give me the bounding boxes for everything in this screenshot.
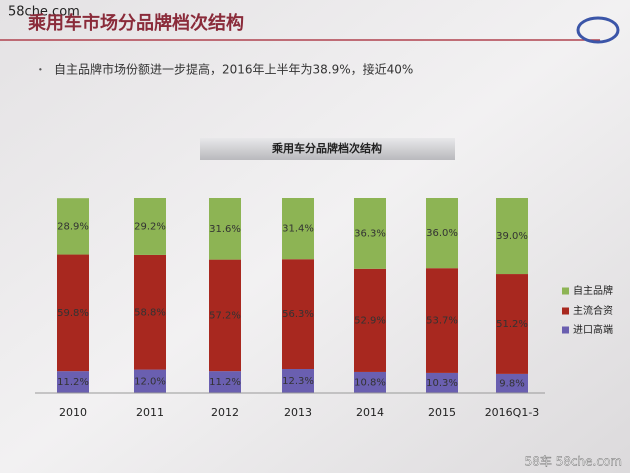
x-tick-label: 2013	[284, 406, 312, 419]
data-label: 11.2%	[209, 377, 241, 388]
legend-swatch	[562, 307, 569, 315]
bar-segment	[426, 372, 458, 393]
bar-segment	[209, 198, 241, 260]
data-label: 12.0%	[134, 376, 166, 387]
bar-segment	[209, 259, 241, 372]
x-tick-label: 2010	[59, 406, 87, 419]
x-tick-label: 2011	[136, 406, 164, 419]
data-label: 29.2%	[134, 221, 166, 232]
watermark: 58车 58che.com	[525, 454, 622, 469]
bar-segment	[282, 369, 314, 393]
data-label: 28.9%	[57, 221, 89, 232]
data-label: 36.3%	[354, 228, 386, 239]
bar-segment	[282, 198, 314, 260]
legend-swatch	[562, 326, 569, 334]
data-label: 11.2%	[57, 377, 89, 388]
legend-label: 自主品牌	[573, 284, 613, 297]
x-tick-label: 2014	[356, 406, 384, 419]
chart-title: 乘用车分品牌档次结构	[271, 141, 382, 155]
bar-segment	[496, 198, 528, 275]
bar-segment	[57, 254, 89, 372]
x-tick-label: 2016Q1-3	[485, 406, 540, 419]
data-label: 10.3%	[426, 378, 458, 389]
data-label: 36.0%	[426, 228, 458, 239]
data-label: 58.8%	[134, 307, 166, 318]
bullet: 自主品牌市场份额进一步提高，2016年上半年为38.9%，接近40%	[54, 62, 413, 77]
x-tick-label: 2012	[211, 406, 239, 419]
watermark: 58che.com	[8, 5, 80, 20]
chart-title-box	[200, 138, 455, 160]
data-label: 12.3%	[282, 376, 314, 387]
bar-segment	[496, 373, 528, 393]
data-label: 56.3%	[282, 309, 314, 320]
bar-segment	[134, 254, 166, 370]
data-label: 51.2%	[496, 319, 528, 330]
bar-segment	[282, 259, 314, 370]
data-label: 57.2%	[209, 310, 241, 321]
legend-label: 进口高端	[573, 323, 613, 336]
data-label: 10.8%	[354, 377, 386, 388]
bar-segment	[426, 198, 458, 269]
data-label: 53.7%	[426, 316, 458, 327]
bar-segment	[496, 274, 528, 374]
bullet-dot: •	[38, 66, 43, 75]
data-label: 39.0%	[496, 231, 528, 242]
bar-segment	[426, 268, 458, 373]
bar-segment	[354, 371, 386, 393]
data-label: 52.9%	[354, 315, 386, 326]
data-label: 9.8%	[499, 378, 524, 389]
data-label: 31.6%	[209, 224, 241, 235]
data-label: 59.8%	[57, 308, 89, 319]
legend-swatch	[562, 287, 569, 295]
x-tick-label: 2015	[428, 406, 456, 419]
slide-title: 乘用车市场分品牌档次结构	[27, 12, 244, 34]
bar-segment	[354, 198, 386, 269]
legend-label: 主流合资	[573, 304, 613, 317]
bar-segment	[134, 369, 166, 393]
bar-segment	[209, 371, 241, 393]
bar-segment	[354, 268, 386, 372]
bar-segment	[57, 198, 89, 255]
data-label: 31.4%	[282, 224, 314, 235]
bar-segment	[134, 198, 166, 255]
bar-segment	[57, 371, 89, 393]
logo	[576, 16, 620, 44]
